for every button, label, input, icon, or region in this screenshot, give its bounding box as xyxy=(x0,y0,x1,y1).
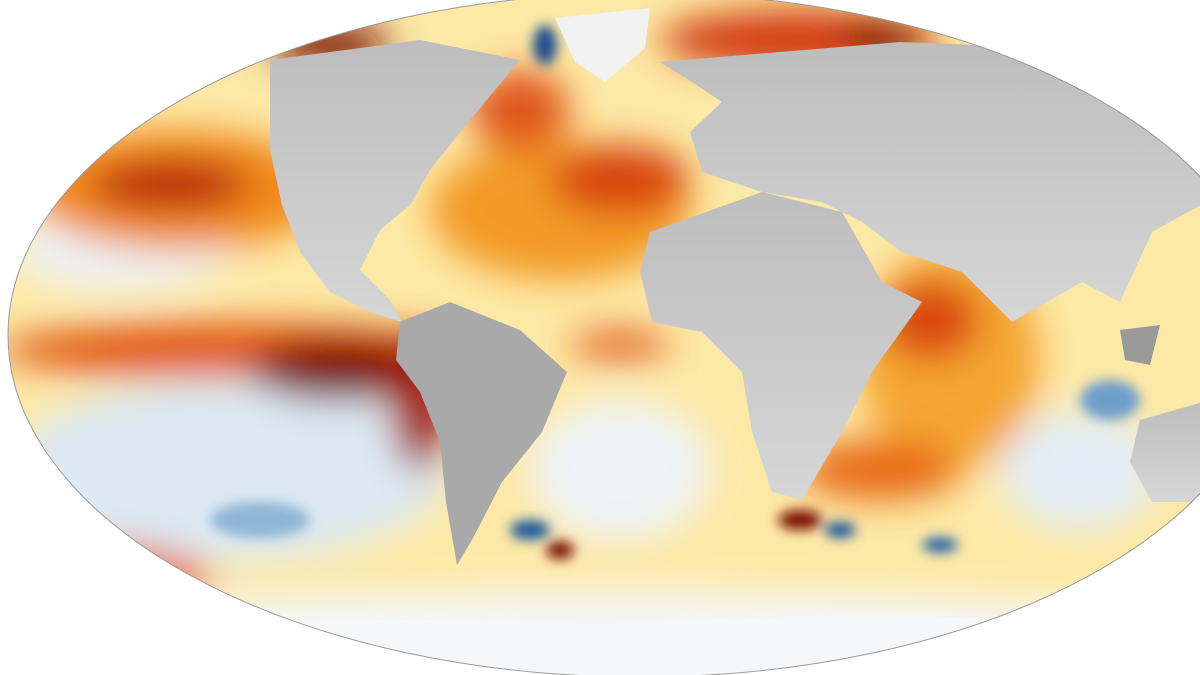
cold-spot xyxy=(922,537,958,553)
warm-area xyxy=(570,331,670,359)
hot-area xyxy=(250,340,430,400)
globe-outline xyxy=(7,0,1200,675)
eurasia xyxy=(660,42,1200,322)
cool-area xyxy=(530,400,710,540)
north-america xyxy=(270,40,520,322)
cool-area xyxy=(10,380,450,560)
cold-spot xyxy=(510,520,550,540)
hot-spot xyxy=(546,541,574,559)
cold-spot xyxy=(824,522,856,538)
australia xyxy=(1130,400,1200,502)
cold-spot xyxy=(1140,26,1200,54)
warm-area xyxy=(800,440,960,500)
land xyxy=(8,8,1200,675)
africa xyxy=(640,192,922,500)
hot-area xyxy=(90,160,250,210)
warm-area xyxy=(550,145,690,215)
cold-spot xyxy=(533,25,557,65)
borneo xyxy=(1120,325,1160,365)
south-america xyxy=(396,302,567,565)
greenland xyxy=(555,8,650,82)
cold-spot xyxy=(1080,380,1140,420)
cold-spot xyxy=(210,502,310,538)
cool-area xyxy=(1000,410,1160,530)
hot-spot xyxy=(778,510,822,530)
warm-area xyxy=(8,545,210,615)
cold-spot xyxy=(170,46,230,74)
